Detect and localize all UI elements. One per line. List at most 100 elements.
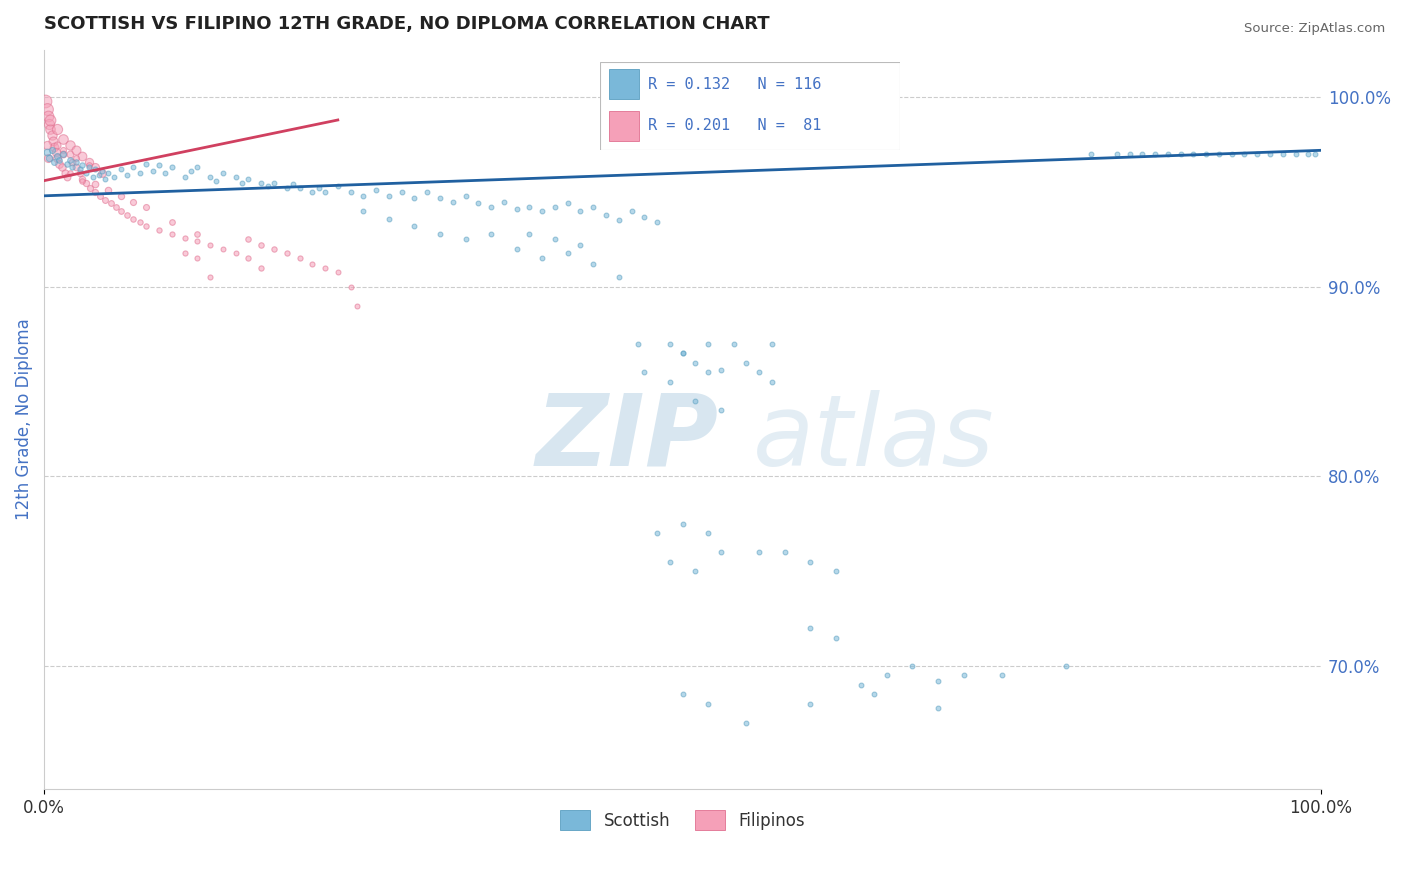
Point	[748, 545, 770, 559]
Point	[710, 545, 733, 559]
Point	[1182, 147, 1205, 161]
Point	[1246, 147, 1268, 161]
Point	[41, 144, 63, 158]
Point	[44, 154, 66, 169]
Point	[1105, 147, 1128, 161]
Point	[34, 94, 56, 108]
Point	[479, 200, 502, 214]
Point	[627, 336, 650, 351]
Point	[479, 227, 502, 241]
Point	[94, 193, 117, 207]
Point	[250, 176, 273, 190]
Point	[1284, 147, 1306, 161]
Point	[404, 219, 426, 234]
Point	[35, 102, 58, 116]
Point	[238, 232, 260, 246]
Point	[115, 208, 138, 222]
Point	[799, 555, 821, 569]
Point	[557, 196, 579, 211]
Point	[824, 564, 846, 578]
Point	[952, 668, 974, 682]
Point	[1170, 147, 1192, 161]
Point	[45, 151, 67, 165]
Point	[103, 169, 125, 184]
Point	[517, 200, 540, 214]
Text: ZIP: ZIP	[536, 390, 718, 486]
Point	[263, 176, 285, 190]
Point	[65, 154, 87, 169]
Point	[84, 162, 107, 177]
Point	[45, 149, 67, 163]
Point	[128, 215, 150, 229]
Point	[454, 189, 477, 203]
Point	[1258, 147, 1281, 161]
Point	[72, 149, 94, 163]
Point	[276, 245, 298, 260]
Point	[281, 178, 304, 192]
Point	[75, 176, 97, 190]
Point	[77, 161, 100, 175]
Point	[799, 621, 821, 635]
Text: Source: ZipAtlas.com: Source: ZipAtlas.com	[1244, 22, 1385, 36]
Point	[59, 153, 82, 167]
Point	[404, 191, 426, 205]
Point	[135, 219, 157, 234]
Point	[90, 166, 112, 180]
Point	[238, 171, 260, 186]
Point	[37, 109, 59, 123]
Point	[59, 137, 82, 152]
Point	[59, 166, 82, 180]
Y-axis label: 12th Grade, No Diploma: 12th Grade, No Diploma	[15, 318, 32, 520]
Point	[595, 208, 617, 222]
Point	[250, 238, 273, 252]
Point	[77, 154, 100, 169]
Point	[104, 200, 127, 214]
Point	[231, 176, 253, 190]
Point	[1271, 147, 1294, 161]
Point	[761, 375, 783, 389]
Point	[173, 169, 195, 184]
Point	[505, 242, 527, 256]
Point	[569, 204, 592, 219]
Point	[582, 200, 605, 214]
Point	[69, 166, 91, 180]
Point	[658, 336, 681, 351]
Point	[100, 196, 122, 211]
Point	[748, 365, 770, 379]
Point	[72, 159, 94, 173]
Point	[65, 161, 87, 175]
Point	[851, 678, 873, 692]
Point	[212, 242, 235, 256]
Text: atlas: atlas	[752, 390, 994, 486]
Point	[531, 204, 554, 219]
Point	[82, 169, 104, 184]
Point	[378, 189, 401, 203]
Point	[97, 166, 120, 180]
Point	[186, 235, 208, 249]
Point	[391, 185, 413, 199]
Point	[991, 668, 1014, 682]
Point	[735, 356, 758, 370]
Point	[39, 113, 62, 128]
Point	[42, 134, 65, 148]
Point	[1054, 659, 1077, 673]
Point	[346, 299, 368, 313]
Point	[87, 168, 110, 182]
Point	[301, 185, 323, 199]
Point	[620, 204, 643, 219]
Point	[56, 169, 79, 184]
Point	[607, 213, 630, 227]
Point	[1157, 147, 1180, 161]
Point	[607, 270, 630, 285]
Point	[697, 526, 720, 541]
Point	[41, 128, 63, 143]
Point	[44, 139, 66, 153]
Point	[288, 181, 311, 195]
Point	[250, 260, 273, 275]
Point	[84, 161, 107, 175]
Point	[876, 668, 898, 682]
Point	[263, 242, 285, 256]
Point	[225, 169, 247, 184]
Point	[60, 161, 83, 175]
Point	[38, 151, 60, 165]
